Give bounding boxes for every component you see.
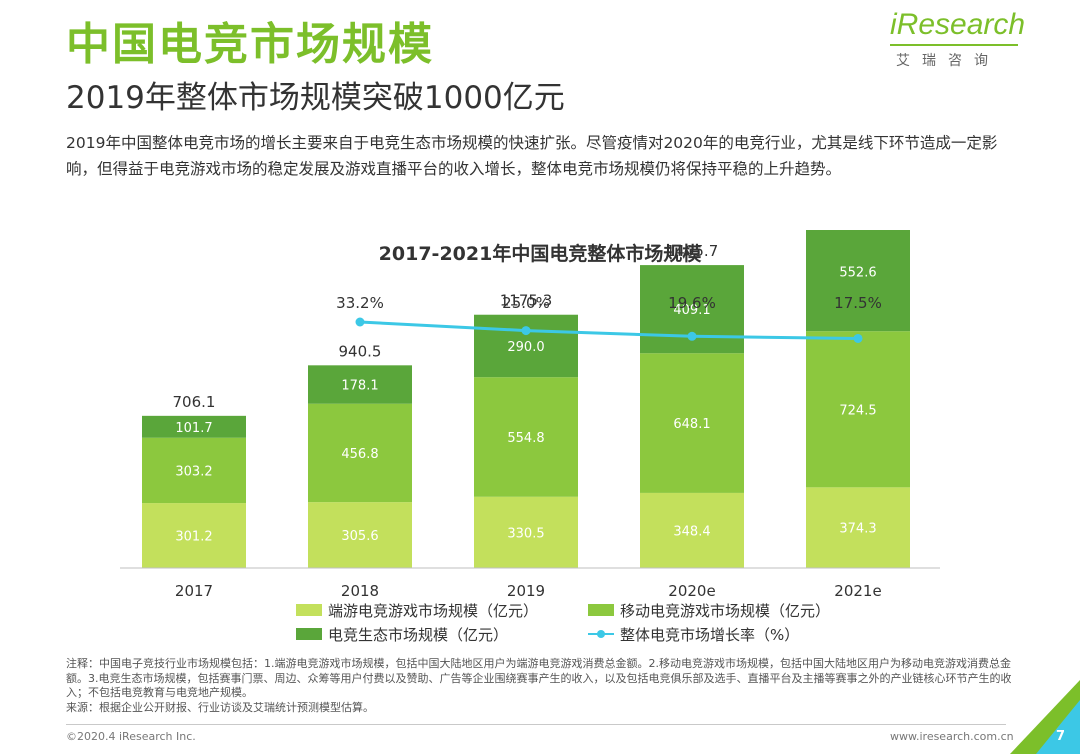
footer-divider: [66, 724, 1006, 725]
segment-label-2021e-s0: 374.3: [839, 522, 876, 537]
segment-label-2017-s0: 301.2: [175, 530, 212, 545]
bar-segment-2017-s2: [142, 415, 246, 438]
corner-triangle-blue: [1036, 700, 1080, 754]
segment-label-2018-s1: 456.8: [341, 447, 378, 462]
legend-swatch-mobile: [588, 604, 614, 616]
footer-website: www.iresearch.com.cn: [890, 730, 1014, 743]
legend-item-mobile: 移动电竞游戏市场规模（亿元）: [588, 600, 830, 620]
x-tick-label-2018: 2018: [341, 582, 379, 600]
bar-segment-2021e-s1: [806, 331, 910, 488]
market-size-chart: 2017-2021年中国电竞整体市场规模 301.2 303.2 101.7 706.1…: [120, 230, 940, 600]
page-subtitle: 2019年整体市场规模突破1000亿元: [66, 80, 565, 116]
segment-label-2018-s0: 305.6: [341, 529, 378, 544]
bar-segment-2019-s0: [474, 496, 578, 568]
growth-point-2019: [521, 326, 531, 336]
x-tick-label-2021e: 2021e: [834, 582, 881, 600]
total-label-2020e: 1405.7: [666, 242, 719, 260]
page-title: 中国电竞市场规模: [66, 19, 434, 70]
logo-wordmark: iResearch: [890, 8, 1026, 41]
segment-label-2020e-s1: 648.1: [673, 417, 710, 432]
growth-point-2018: [355, 317, 365, 327]
segment-label-2021e-s1: 724.5: [839, 403, 876, 418]
growth-point-2021e: [853, 333, 863, 343]
growth-label-2020e: 19.6%: [668, 294, 716, 312]
bar-segment-2019-s1: [474, 377, 578, 497]
bar-segment-2017-s0: [142, 503, 246, 568]
iresearch-logo: iResearch 艾瑞咨询: [890, 8, 1030, 70]
bar-segment-2021e-s2: [806, 230, 910, 332]
legend-label-growth: 整体电竞市场增长率（%）: [620, 625, 800, 644]
legend-item-growth: 整体电竞市场增长率（%）: [588, 624, 799, 644]
legend-label-ecosystem: 电竞生态市场规模（亿元）: [328, 625, 509, 644]
growth-label-2018: 33.2%: [336, 294, 384, 312]
logo-underline: [890, 44, 1018, 46]
legend-label-pc: 端游电竞游戏市场规模（亿元）: [328, 601, 539, 620]
x-tick-label-2019: 2019: [507, 582, 545, 600]
legend-swatch-pc: [296, 604, 322, 616]
segment-label-2018-s2: 178.1: [341, 379, 378, 394]
segment-label-2017-s1: 303.2: [175, 464, 212, 479]
notes-definition: 注释：中国电子竞技行业市场规模包括：1.端游电竞游戏市场规模，包括中国大陆地区用…: [66, 657, 1012, 699]
bar-segment-2020e-s1: [640, 353, 744, 493]
logo-chinese-name: 艾瑞咨询: [896, 53, 1000, 69]
legend-swatch-ecosystem: [296, 628, 322, 640]
growth-label-2021e: 17.5%: [834, 294, 882, 312]
segment-label-2019-s0: 330.5: [507, 526, 544, 541]
bar-segment-2019-s2: [474, 314, 578, 378]
segment-label-2021e-s2: 552.6: [839, 266, 876, 281]
legend-item-pc: 端游电竞游戏市场规模（亿元）: [296, 600, 538, 620]
segment-label-2019-s1: 554.8: [507, 431, 544, 446]
bar-segment-2020e-s0: [640, 492, 744, 568]
page-number: 7: [1056, 729, 1066, 744]
chart-legend: 端游电竞游戏市场规模（亿元） 移动电竞游戏市场规模（亿元） 电竞生态市场规模（亿…: [296, 600, 856, 646]
chart-notes: 注释：中国电子竞技行业市场规模包括：1.端游电竞游戏市场规模，包括中国大陆地区用…: [66, 657, 1026, 715]
total-label-2018: 940.5: [339, 342, 382, 360]
corner-decoration: [1010, 680, 1080, 754]
bar-segment-2021e-s0: [806, 487, 910, 568]
total-label-2017: 706.1: [173, 393, 216, 411]
bar-segment-2018-s0: [308, 502, 412, 568]
legend-item-ecosystem: 电竞生态市场规模（亿元）: [296, 624, 508, 644]
notes-source: 来源：根据企业公开财报、行业访谈及艾瑞统计预测模型估算。: [66, 700, 374, 714]
total-label-2019: 1175.3: [500, 292, 553, 310]
segment-label-2017-s2: 101.7: [175, 421, 212, 436]
bar-segment-2017-s1: [142, 437, 246, 504]
segment-label-2020e-s0: 348.4: [673, 524, 710, 539]
legend-swatch-growth: [588, 628, 614, 640]
bar-segment-2018-s2: [308, 365, 412, 404]
x-tick-label-2017: 2017: [175, 582, 213, 600]
growth-rate-line: [359, 320, 859, 340]
growth-label-2019: 25.0%: [502, 294, 550, 312]
legend-label-mobile: 移动电竞游戏市场规模（亿元）: [620, 601, 831, 620]
x-tick-label-2020e: 2020e: [668, 582, 715, 600]
growth-point-2020e: [687, 331, 697, 341]
intro-paragraph: 2019年中国整体电竞市场的增长主要来自于电竞生态市场规模的快速扩张。尽管疫情对…: [66, 134, 998, 178]
segment-label-2020e-s2: 409.1: [673, 303, 710, 318]
chart-title: 2017-2021年中国电竞整体市场规模: [379, 242, 703, 265]
bar-segment-2018-s1: [308, 403, 412, 503]
segment-label-2019-s2: 290.0: [507, 340, 544, 355]
footer-copyright: ©2020.4 iResearch Inc.: [66, 730, 196, 743]
